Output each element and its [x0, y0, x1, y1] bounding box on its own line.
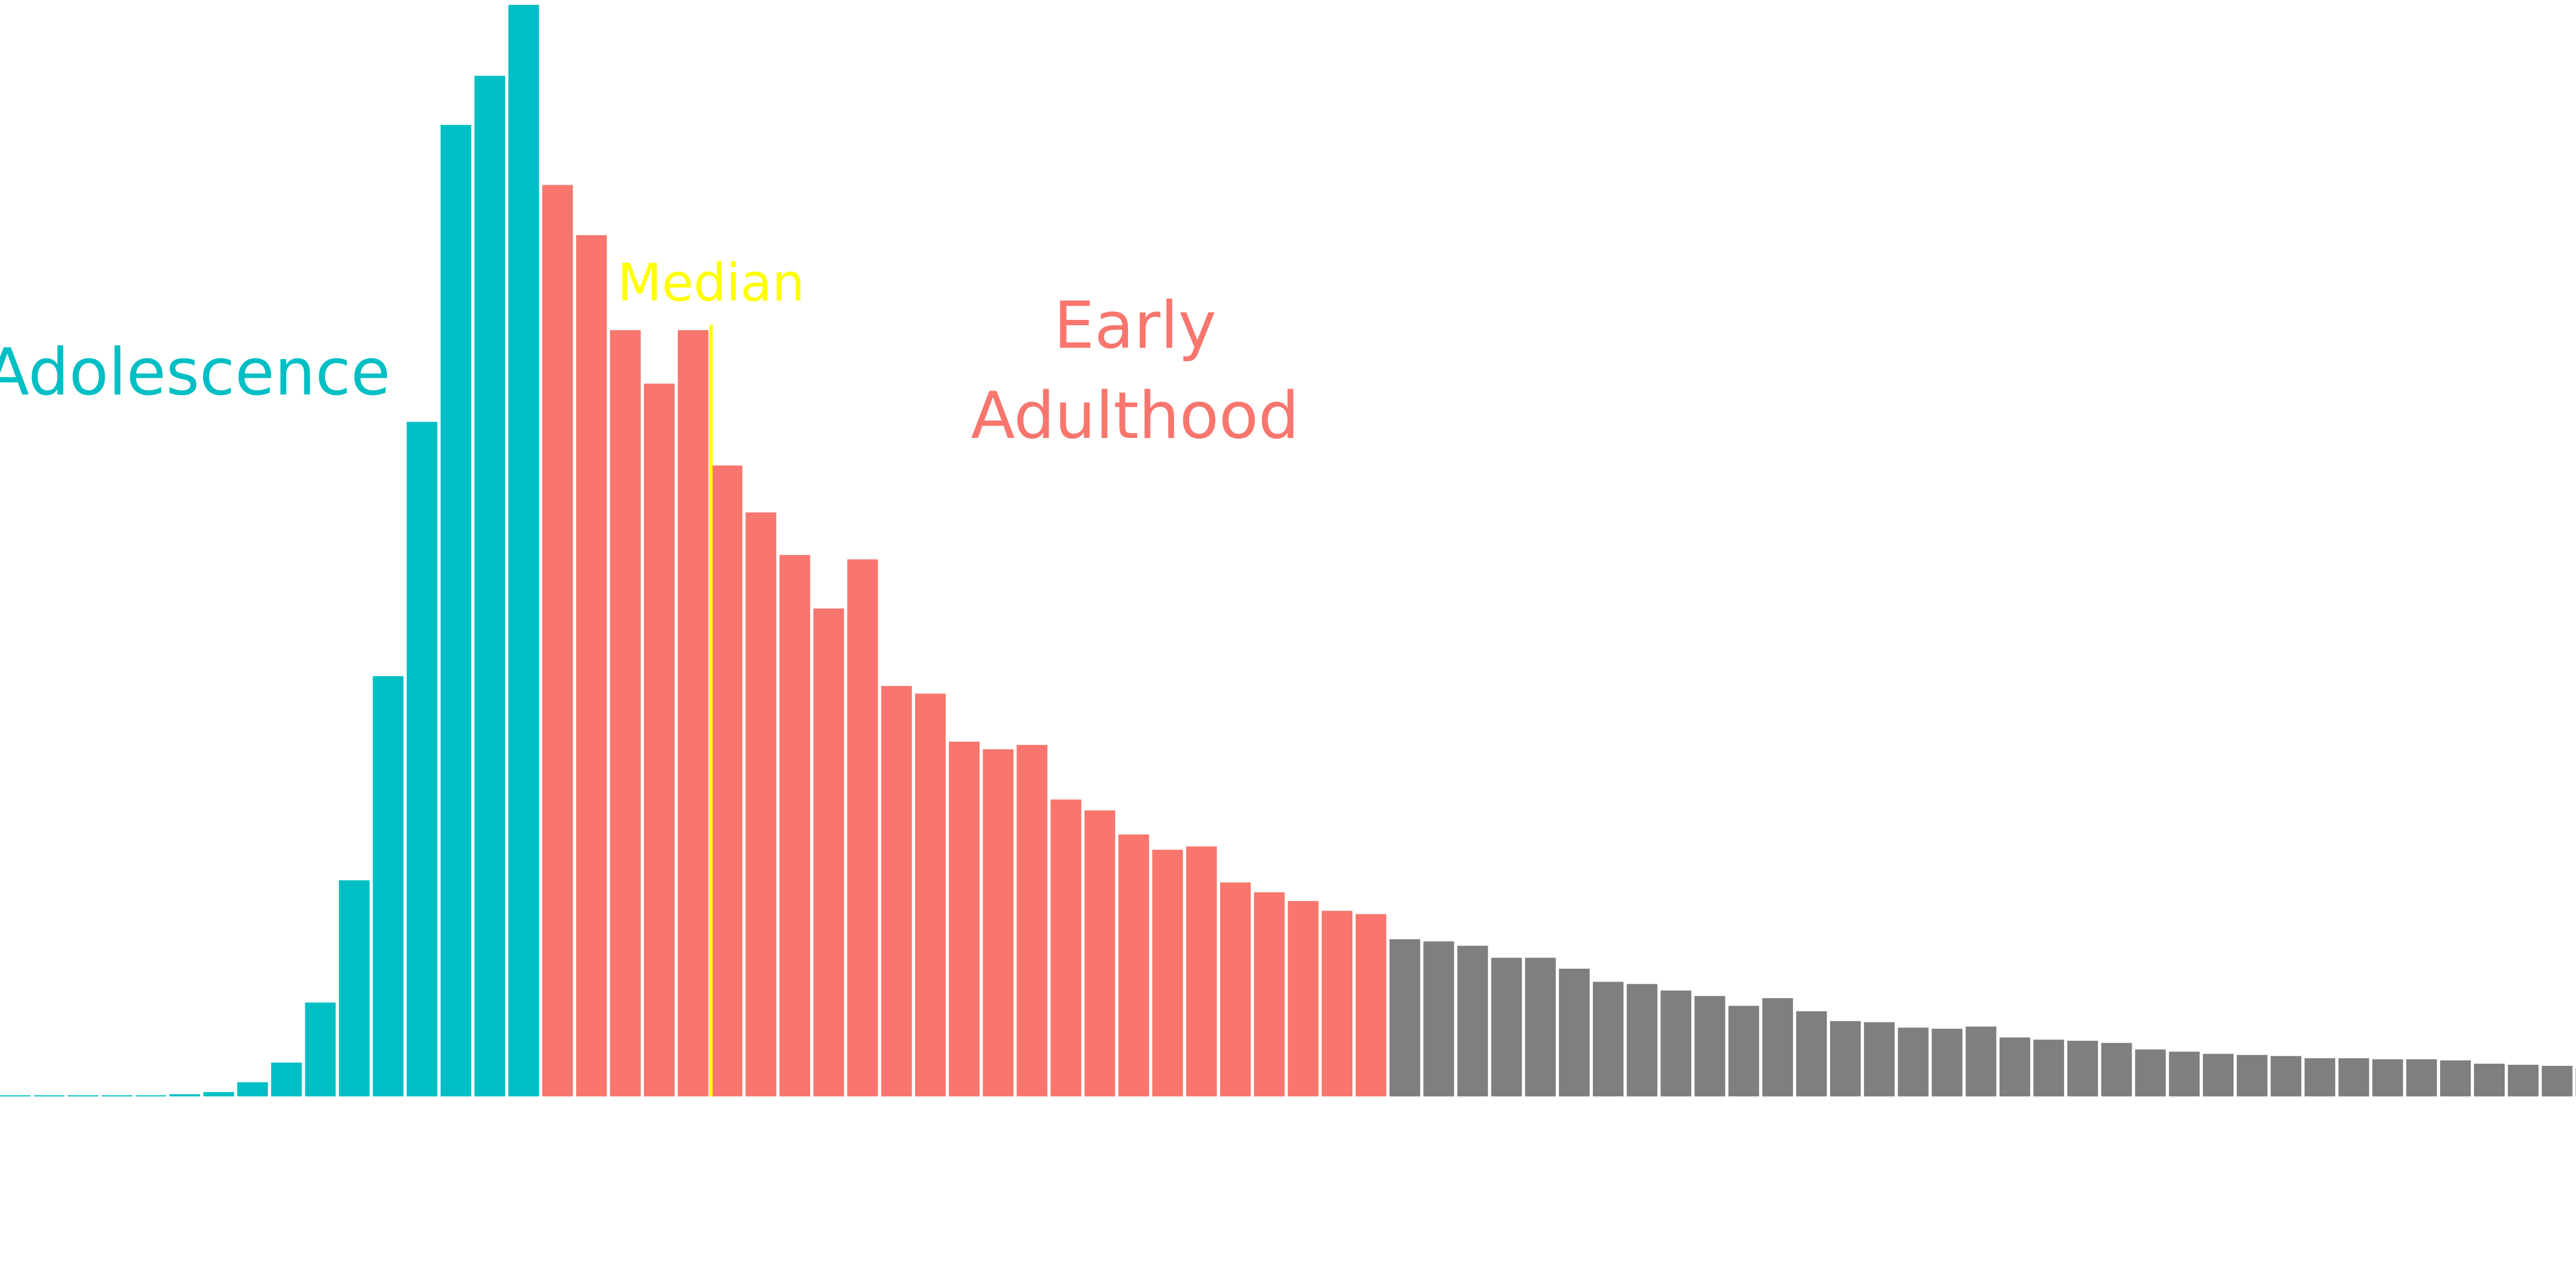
bar-1 [34, 1095, 65, 1096]
median-group: Median [617, 253, 804, 1096]
bar-55 [1864, 1022, 1895, 1096]
bar-25 [847, 559, 878, 1096]
bar-19 [643, 383, 675, 1096]
bar-75 [2542, 1066, 2573, 1096]
bar-66 [2236, 1055, 2268, 1096]
bar-23 [779, 555, 810, 1096]
bar-53 [1796, 1011, 1827, 1096]
bar-6 [203, 1092, 235, 1096]
bar-45 [1525, 957, 1556, 1096]
bar-32 [1084, 810, 1115, 1096]
bar-71 [2406, 1059, 2437, 1096]
bar-33 [1118, 834, 1150, 1096]
bar-54 [1830, 1021, 1861, 1096]
bar-10 [339, 880, 370, 1096]
bar-14 [474, 76, 506, 1097]
bar-38 [1287, 901, 1319, 1096]
bar-12 [406, 421, 437, 1096]
bar-28 [949, 741, 980, 1096]
bar-68 [2304, 1058, 2336, 1096]
bar-15 [508, 5, 539, 1096]
segment-label-1: Early Adulthood [971, 289, 1299, 453]
bar-11 [372, 676, 404, 1096]
bar-69 [2338, 1058, 2369, 1096]
bar-73 [2473, 1063, 2505, 1096]
bar-29 [983, 749, 1014, 1096]
median-label: Median [617, 253, 804, 313]
bar-42 [1423, 941, 1454, 1096]
bar-0 [0, 1095, 31, 1096]
bar-67 [2271, 1056, 2302, 1096]
bar-41 [1389, 939, 1421, 1096]
bar-9 [305, 1002, 336, 1096]
bar-46 [1558, 969, 1590, 1096]
segment-label-0: Adolescence [0, 335, 390, 410]
bar-5 [169, 1094, 200, 1096]
bar-64 [2169, 1051, 2200, 1096]
bar-51 [1728, 1006, 1759, 1096]
bar-47 [1593, 982, 1624, 1096]
bar-3 [101, 1095, 133, 1096]
bar-30 [1016, 745, 1048, 1096]
bar-20 [678, 330, 709, 1096]
bar-35 [1186, 846, 1217, 1096]
bar-16 [542, 185, 573, 1096]
bar-49 [1660, 990, 1692, 1096]
bar-60 [2033, 1040, 2065, 1096]
bar-52 [1762, 998, 1793, 1096]
bar-70 [2372, 1059, 2403, 1096]
bar-17 [576, 235, 607, 1096]
bar-36 [1220, 882, 1251, 1096]
bar-56 [1898, 1027, 1929, 1096]
segment-label-0-line-0: Adolescence [0, 335, 390, 410]
bar-2 [68, 1095, 99, 1096]
bar-43 [1457, 946, 1488, 1096]
bar-7 [237, 1082, 268, 1096]
bar-39 [1321, 911, 1352, 1096]
bar-24 [813, 608, 844, 1096]
bars-group [0, 5, 2576, 1097]
bar-63 [2135, 1049, 2166, 1096]
bar-48 [1627, 984, 1658, 1096]
bar-4 [135, 1095, 166, 1096]
segment-labels: Adolescence Early Adulthood [0, 289, 1299, 453]
bar-37 [1254, 892, 1285, 1096]
bar-61 [2067, 1041, 2098, 1096]
bar-22 [745, 512, 777, 1096]
bar-72 [2440, 1060, 2471, 1096]
bar-74 [2508, 1065, 2539, 1096]
bar-8 [271, 1062, 302, 1096]
bar-13 [440, 125, 472, 1097]
bar-57 [1931, 1028, 1963, 1096]
bar-40 [1356, 914, 1387, 1096]
bar-31 [1050, 799, 1081, 1096]
bar-59 [1999, 1037, 2030, 1096]
bar-34 [1152, 850, 1183, 1096]
bar-50 [1694, 996, 1725, 1096]
segment-label-1-line-1: Adulthood [971, 379, 1299, 453]
segment-label-1-line-0: Early [1053, 289, 1216, 363]
bar-27 [915, 693, 946, 1096]
bar-21 [712, 465, 743, 1096]
bar-62 [2101, 1043, 2132, 1096]
bar-26 [881, 686, 912, 1096]
bar-18 [610, 330, 641, 1096]
bar-58 [1965, 1026, 1996, 1096]
bar-44 [1491, 957, 1522, 1096]
bar-65 [2202, 1053, 2234, 1096]
